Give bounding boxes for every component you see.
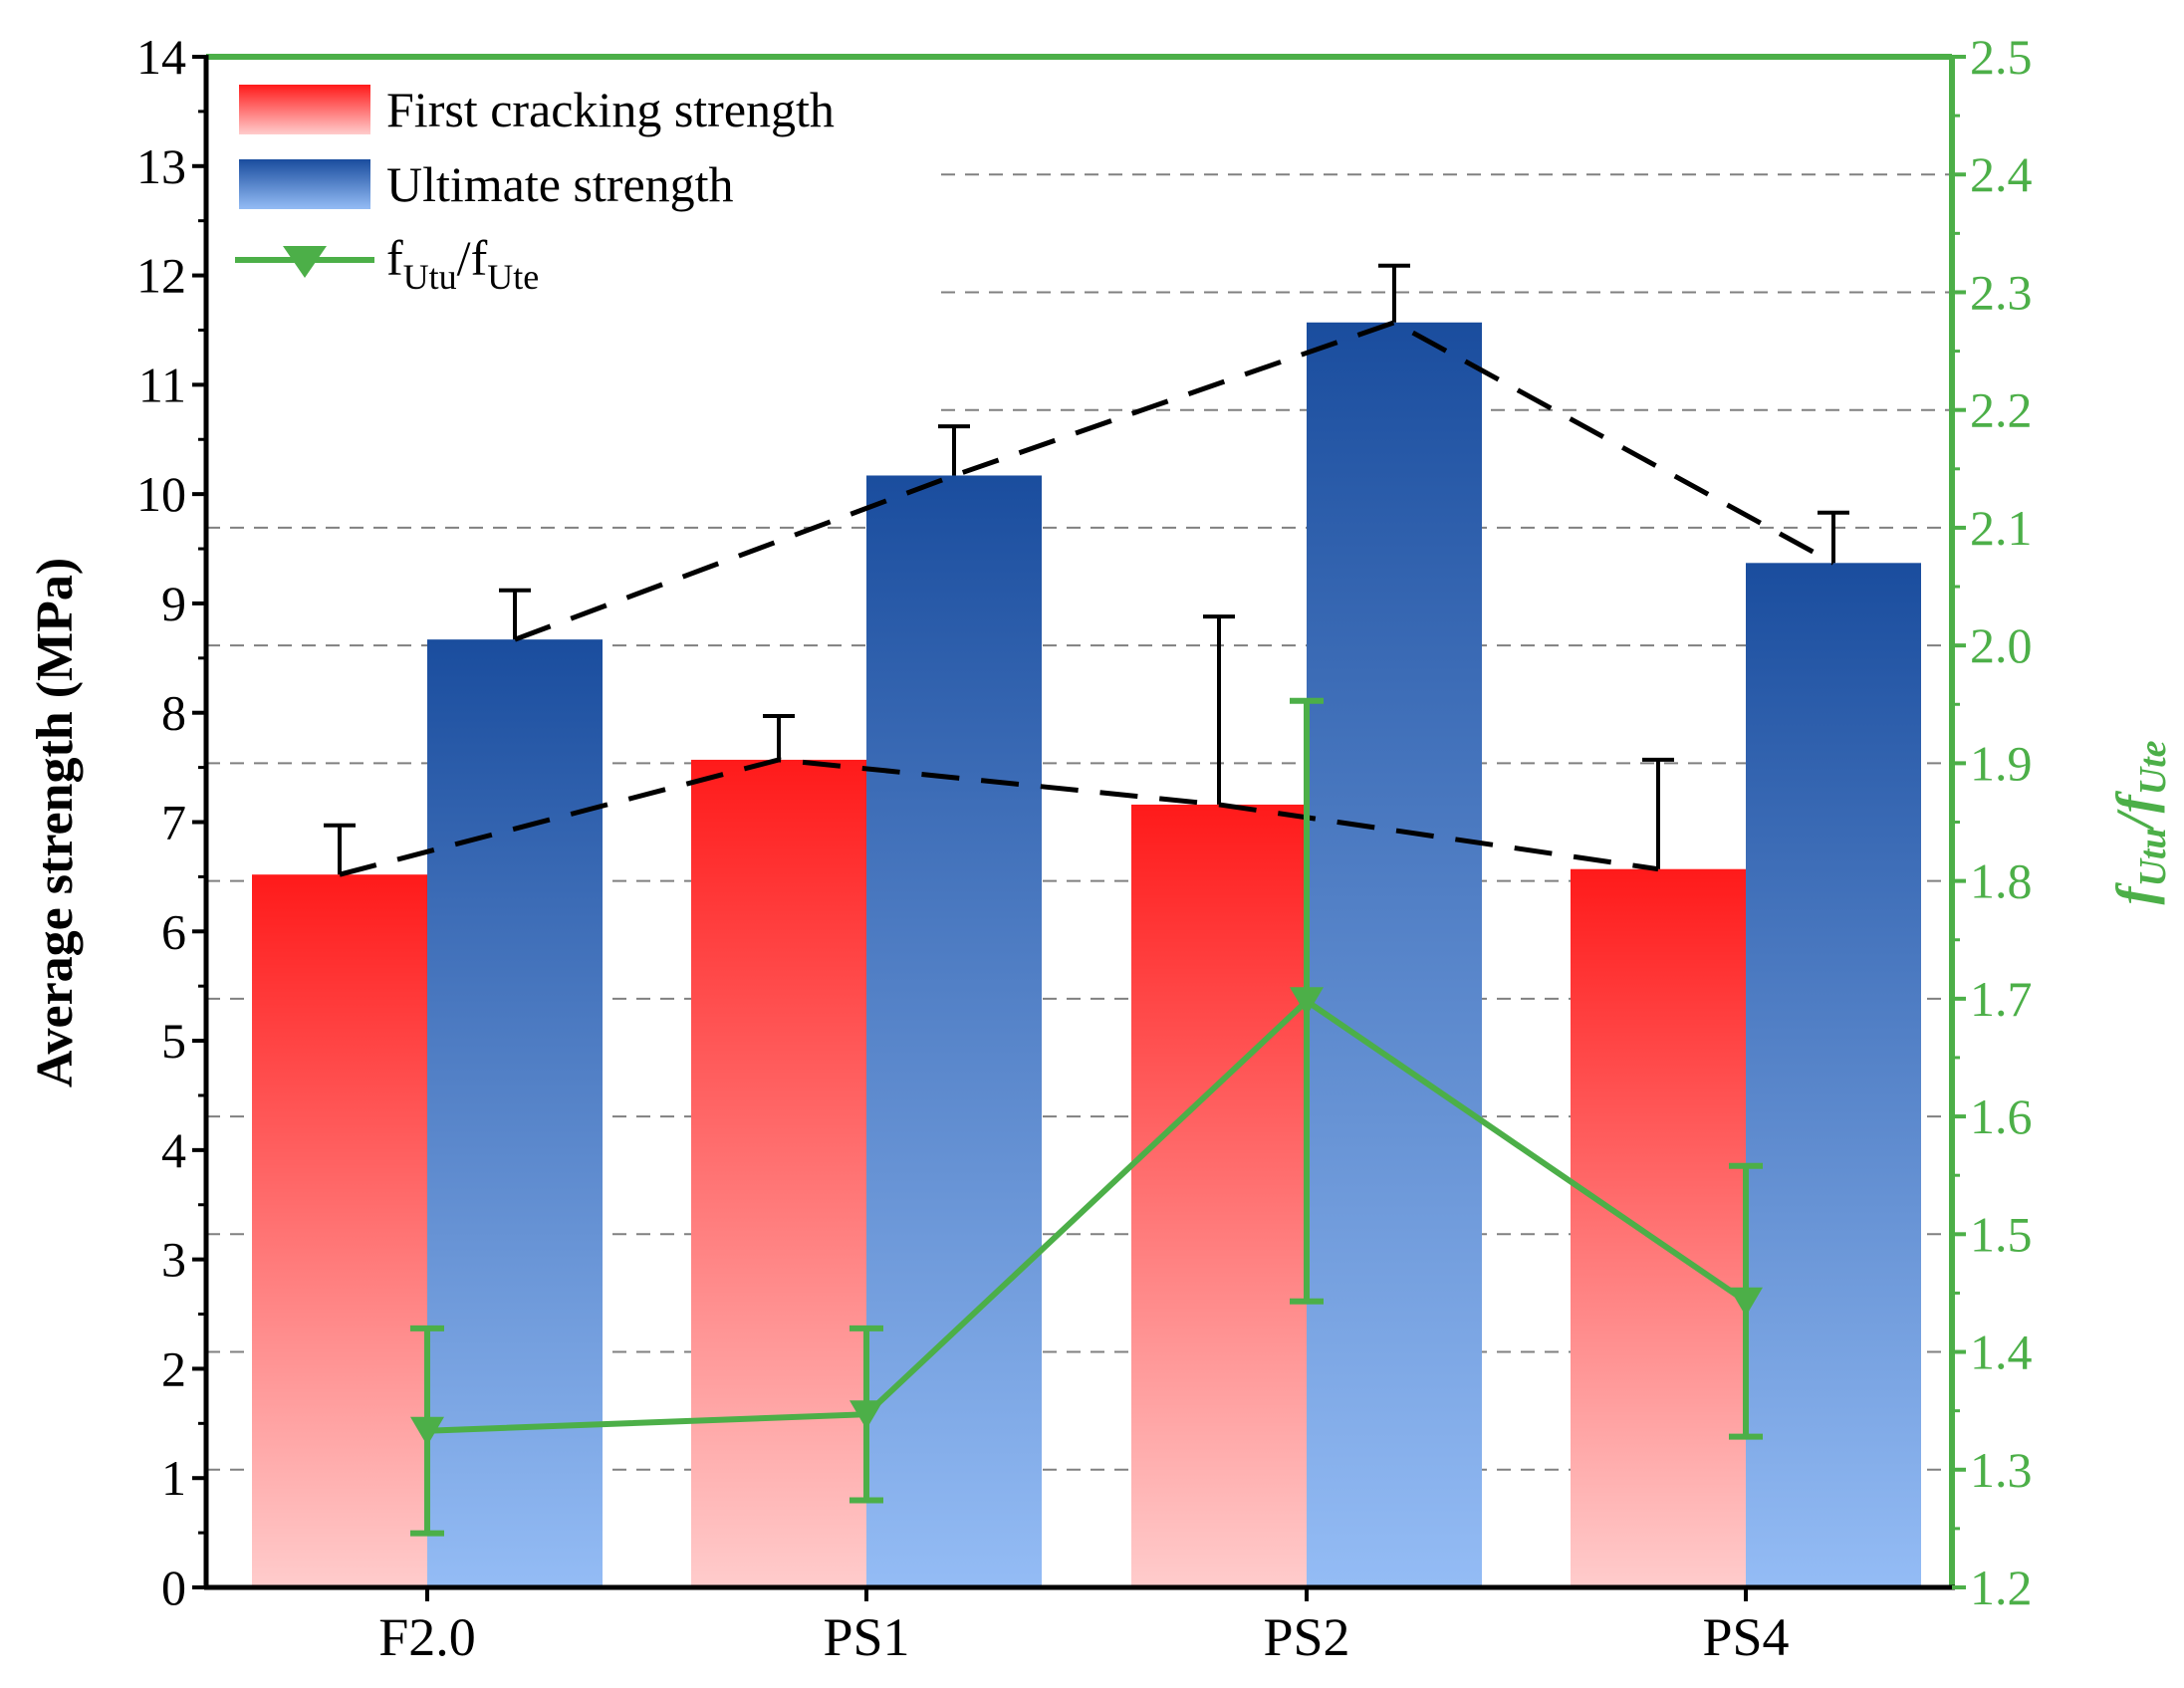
legend-swatch-first-cracking [239, 85, 370, 134]
ratio-marker [849, 1400, 883, 1430]
ratio-line [426, 997, 1748, 1434]
x-tick-label: PS1 [823, 1607, 909, 1667]
trend-line-ultimate [514, 320, 1835, 642]
y-right-tick-label: 2.0 [1970, 617, 2033, 673]
trend-line-first-cracking [339, 757, 1659, 877]
y-left-tick-label: 2 [161, 1340, 186, 1396]
y-right-tick-label: 2.2 [1970, 382, 2033, 438]
ratio-marker [1290, 987, 1324, 1017]
y-left-tick-label: 6 [161, 903, 186, 959]
y-right-tick-label: 1.5 [1970, 1206, 2033, 1262]
bar-ultimate [1307, 322, 1482, 1587]
legend-label-ultimate: Ultimate strength [386, 156, 734, 212]
ratio-marker [1729, 1287, 1763, 1317]
y-left-tick-label: 9 [161, 576, 186, 631]
y-left-tick-label: 4 [161, 1122, 186, 1178]
y-right-tick-label: 1.3 [1970, 1442, 2033, 1498]
x-tick-label: F2.0 [378, 1607, 476, 1667]
ratio-marker [410, 1416, 444, 1446]
y-right-tick-label: 2.4 [1970, 146, 2033, 202]
y-left-tick-label: 7 [161, 795, 186, 850]
y-left-tick-label: 8 [161, 685, 186, 741]
y-left-tick-label: 5 [161, 1013, 186, 1069]
y-right-tick-label: 1.7 [1970, 971, 2033, 1027]
legend: First cracking strength Ultimate strengt… [235, 82, 835, 297]
y-right-tick-label: 1.6 [1970, 1088, 2033, 1144]
y-right-tick-label: 1.9 [1970, 735, 2033, 791]
bar-first-cracking [252, 874, 427, 1587]
bar-ultimate [866, 475, 1042, 1588]
ratio-series [410, 697, 1763, 1537]
x-tick-label: PS4 [1702, 1607, 1789, 1667]
axes: 012345678910111213141.21.31.41.51.61.71.… [136, 29, 2033, 1667]
legend-label-first-cracking: First cracking strength [386, 82, 835, 137]
legend-marker-ratio-icon [283, 246, 327, 278]
bars [252, 322, 1921, 1588]
y-left-tick-label: 11 [138, 357, 186, 412]
y-left-tick-label: 3 [161, 1232, 186, 1288]
y-right-tick-label: 1.2 [1970, 1560, 2033, 1615]
legend-label-ratio: fUtu/fUte [386, 230, 539, 297]
bar-ultimate [1746, 563, 1921, 1587]
y-left-tick-label: 10 [136, 466, 186, 522]
y-left-tick-label: 0 [161, 1560, 186, 1615]
x-tick-label: PS2 [1263, 1607, 1349, 1667]
legend-swatch-ultimate [239, 159, 370, 209]
bar-first-cracking [1571, 868, 1746, 1587]
y-axis-left-label: Average strength (MPa) [27, 558, 84, 1087]
y-right-tick-label: 2.1 [1970, 500, 2033, 556]
y-right-tick-label: 1.4 [1970, 1325, 2033, 1380]
y-right-tick-label: 1.8 [1970, 853, 2033, 909]
bar-first-cracking [1131, 804, 1307, 1587]
bar-ultimate [427, 639, 603, 1587]
y-axis-right-label: fUtu/fUte [2105, 740, 2174, 904]
bar-first-cracking [691, 759, 866, 1587]
bar-error-bars [324, 263, 1849, 875]
y-left-tick-label: 12 [136, 248, 186, 304]
y-left-tick-label: 14 [136, 29, 186, 85]
y-right-tick-label: 2.3 [1970, 264, 2033, 320]
y-left-tick-label: 13 [136, 138, 186, 194]
y-left-tick-label: 1 [161, 1450, 186, 1506]
trend-lines [339, 320, 1835, 877]
y-right-tick-label: 2.5 [1970, 29, 2033, 85]
